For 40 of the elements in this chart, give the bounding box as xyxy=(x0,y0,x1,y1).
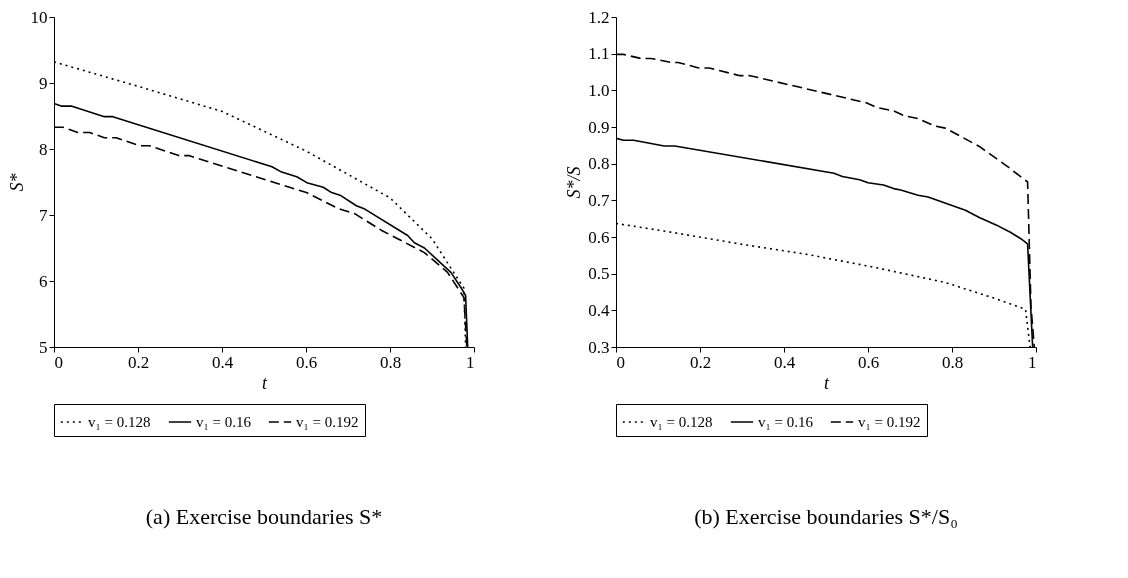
x-tick-label: 0 xyxy=(616,352,625,372)
y-tick-label: 0.3 xyxy=(588,337,610,357)
y-tick-label: 0.8 xyxy=(588,154,610,174)
y-axis-title: S* xyxy=(6,173,27,192)
x-tick-label: 1 xyxy=(1028,352,1037,372)
y-tick-label: 1.1 xyxy=(588,44,610,64)
x-tick-label: 1 xyxy=(466,352,475,372)
y-tick-label: 0.7 xyxy=(588,190,610,210)
x-tick-label: 0 xyxy=(54,352,63,372)
legend-label: v₁ = 0.128 xyxy=(88,414,151,430)
y-tick-label: 1.0 xyxy=(588,80,610,100)
y-tick-label: 1.2 xyxy=(588,7,610,27)
x-tick-label: 0.4 xyxy=(773,352,796,372)
x-tick-label: 0.4 xyxy=(211,352,234,372)
legend-label: v₁ = 0.16 xyxy=(758,414,814,430)
x-tick-label: 0.6 xyxy=(295,352,318,372)
x-tick-label: 0.6 xyxy=(857,352,880,372)
legend-label: v₁ = 0.128 xyxy=(650,414,713,430)
y-tick-label: 0.4 xyxy=(588,300,610,320)
y-tick-label: 5 xyxy=(39,337,48,357)
text: (b) Exercise boundaries S*/S₀ xyxy=(694,503,958,529)
y-axis-title: S*/S xyxy=(564,166,585,199)
legend-label: v₁ = 0.192 xyxy=(858,414,921,430)
y-tick-label: 7 xyxy=(39,205,48,225)
y-tick-label: 10 xyxy=(30,7,48,27)
x-tick-label: 0.2 xyxy=(127,352,150,372)
y-tick-label: 0.9 xyxy=(588,117,610,137)
y-tick-label: 8 xyxy=(39,139,48,159)
x-axis-title: t xyxy=(261,372,268,393)
y-tick-label: 0.6 xyxy=(588,227,610,247)
x-axis-title: t xyxy=(823,372,830,393)
legend-label: v₁ = 0.192 xyxy=(296,414,359,430)
x-tick-label: 0.8 xyxy=(941,352,964,372)
y-tick-label: 0.5 xyxy=(588,264,610,284)
y-tick-label: 9 xyxy=(39,73,48,93)
x-tick-label: 0.2 xyxy=(689,352,712,372)
text: (a) Exercise boundaries S* xyxy=(145,503,383,529)
legend-label: v₁ = 0.16 xyxy=(196,414,252,430)
y-tick-label: 6 xyxy=(39,271,48,291)
x-tick-label: 0.8 xyxy=(379,352,402,372)
